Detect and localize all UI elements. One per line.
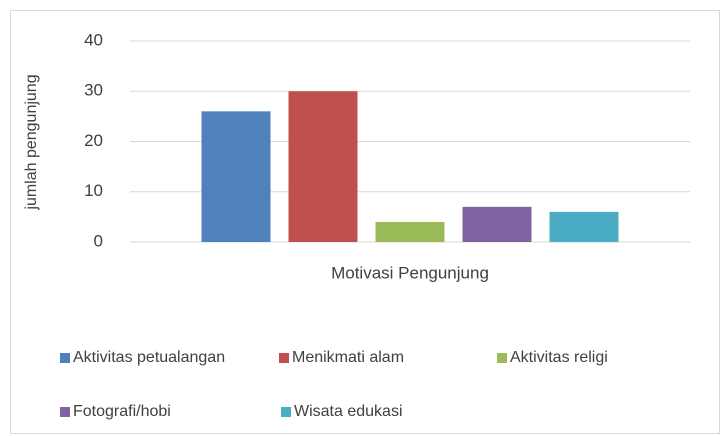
y-tick-label: 30 xyxy=(84,81,103,100)
bar xyxy=(375,221,445,242)
legend-swatch xyxy=(60,407,70,417)
y-tick-label: 10 xyxy=(84,181,103,200)
legend-swatch xyxy=(60,353,70,363)
y-tick-label: 0 xyxy=(94,231,103,250)
y-axis-label: jumlah pengunjung xyxy=(23,74,40,210)
x-tick-label: Motivasi Pengunjung xyxy=(331,263,489,282)
legend-label: Menikmati alam xyxy=(292,349,404,366)
legend-swatch xyxy=(281,407,291,417)
y-tick-label: 20 xyxy=(84,131,103,150)
legend-label: Fotografi/hobi xyxy=(73,403,171,420)
bar xyxy=(549,211,619,242)
bar xyxy=(288,91,358,242)
legend-swatch xyxy=(279,353,289,363)
legend-label: Aktivitas religi xyxy=(510,349,608,366)
bar xyxy=(201,111,271,242)
bar xyxy=(462,206,532,242)
legend-label: Aktivitas petualangan xyxy=(73,349,225,366)
y-tick-label: 40 xyxy=(84,30,103,49)
legend-label: Wisata edukasi xyxy=(294,403,403,420)
legend-swatch xyxy=(497,353,507,363)
